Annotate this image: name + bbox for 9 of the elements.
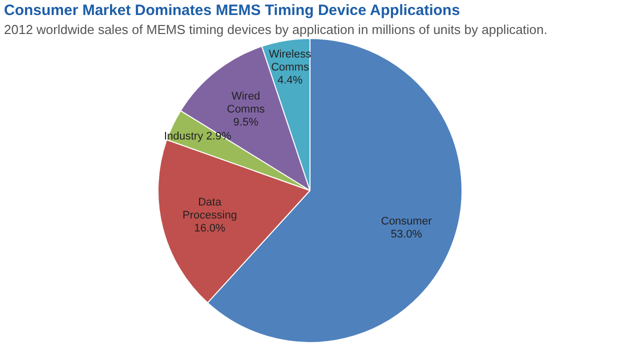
slice-label: Data Processing — [182, 196, 237, 222]
data-label: 16.0% — [194, 222, 226, 235]
chart-subtitle: 2012 worldwide sales of MEMS timing devices by application in millions of units by application. — [4, 22, 548, 37]
slice-label: Wired Comms — [226, 90, 266, 116]
data-label: 4.4% — [277, 74, 303, 87]
data-label: 53.0% — [390, 228, 422, 240]
slice-label: Consumer — [380, 215, 432, 228]
chart-title: Consumer Market Dominates MEMS Timing Device Applications — [4, 2, 460, 19]
data-label: 9.5% — [233, 116, 259, 129]
